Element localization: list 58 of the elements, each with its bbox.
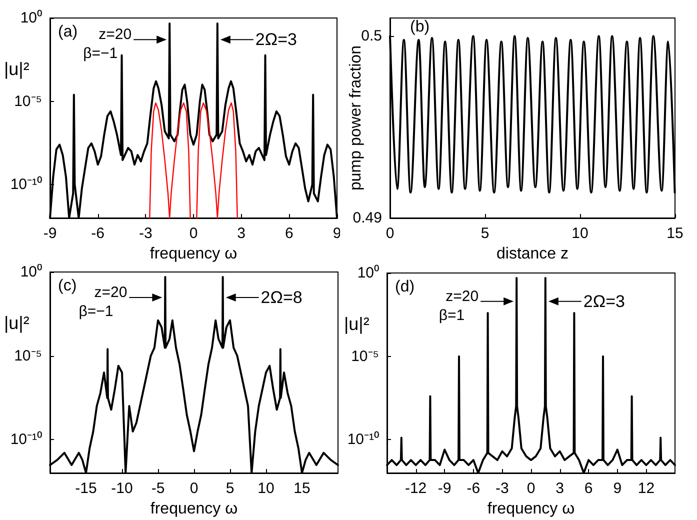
annotation: (d) xyxy=(395,278,415,296)
annotation: (a) xyxy=(58,24,78,40)
y-tick-label: 10⁰ xyxy=(20,264,42,280)
x-tick-label: 3 xyxy=(556,480,564,497)
y-tick-label: 10⁻¹⁰ xyxy=(10,176,42,194)
x-tick-label: 12 xyxy=(638,480,655,497)
x-tick-label: 5 xyxy=(480,225,490,242)
x-tick-label: 0 xyxy=(386,225,394,242)
annotation: z=20 xyxy=(98,26,132,44)
x-tick-label: 9 xyxy=(613,480,622,497)
x-tick-label: 0 xyxy=(189,225,198,242)
x-tick-label: 10 xyxy=(572,225,588,242)
annotation: (c) xyxy=(58,278,77,294)
y-tick-label: 10⁻⁵ xyxy=(14,347,42,364)
annotation: (b) xyxy=(410,18,430,36)
annotation: 2Ω=8 xyxy=(260,288,302,308)
x-tick-label: 6 xyxy=(584,480,593,497)
x-tick-label: 15 xyxy=(294,480,310,497)
y-tick-label: 10⁻¹⁰ xyxy=(347,431,379,448)
x-tick-label: 0 xyxy=(526,480,536,497)
y-tick-label: 10⁻¹⁰ xyxy=(10,431,42,448)
y-tick-label: 10⁰ xyxy=(357,264,379,282)
x-tick-label: -10 xyxy=(111,480,133,497)
x-tick-label: -3 xyxy=(496,480,509,497)
y-axis-title: |u|² xyxy=(4,313,30,333)
annotation: 2Ω=3 xyxy=(255,30,297,50)
y-tick-label: 10⁻⁵ xyxy=(14,92,42,110)
annotation: β=−1 xyxy=(83,45,118,62)
x-tick-label: 10 xyxy=(258,480,274,497)
y-axis-title: |u|² xyxy=(4,59,30,79)
x-axis-title: frequency ω xyxy=(150,500,238,518)
x-tick-label: -9 xyxy=(43,225,57,242)
y-tick-label: 0.49 xyxy=(352,210,382,226)
annotation: 2Ω=3 xyxy=(583,292,625,311)
x-tick-label: 0 xyxy=(190,480,198,497)
y-axis-title: pump power fraction xyxy=(348,46,364,190)
x-tick-label: 5 xyxy=(226,480,234,497)
x-tick-label: -5 xyxy=(151,480,165,497)
annotation: β=1 xyxy=(438,306,465,324)
x-tick-label: 3 xyxy=(237,225,246,242)
x-tick-label: -6 xyxy=(466,480,480,497)
x-tick-label: -12 xyxy=(404,480,427,497)
x-tick-label: -6 xyxy=(91,225,105,242)
y-axis-title: |u|² xyxy=(344,314,370,334)
y-tick-label: 10⁰ xyxy=(20,10,42,26)
x-axis-title: distance z xyxy=(496,245,569,262)
x-tick-label: 15 xyxy=(666,225,684,242)
x-axis-title: frequency ω xyxy=(487,500,575,518)
annotation: β=−1 xyxy=(78,303,114,320)
x-tick-label: -9 xyxy=(438,480,452,497)
x-axis-title: frequency ω xyxy=(150,245,238,262)
y-tick-label: 10⁻⁵ xyxy=(351,348,379,365)
annotation: z=20 xyxy=(94,284,128,302)
x-tick-label: -3 xyxy=(138,225,152,242)
x-tick-label: 6 xyxy=(284,225,294,242)
y-tick-label: 0.5 xyxy=(361,28,382,45)
x-tick-label: -15 xyxy=(75,480,97,497)
annotation: z=20 xyxy=(446,288,479,305)
